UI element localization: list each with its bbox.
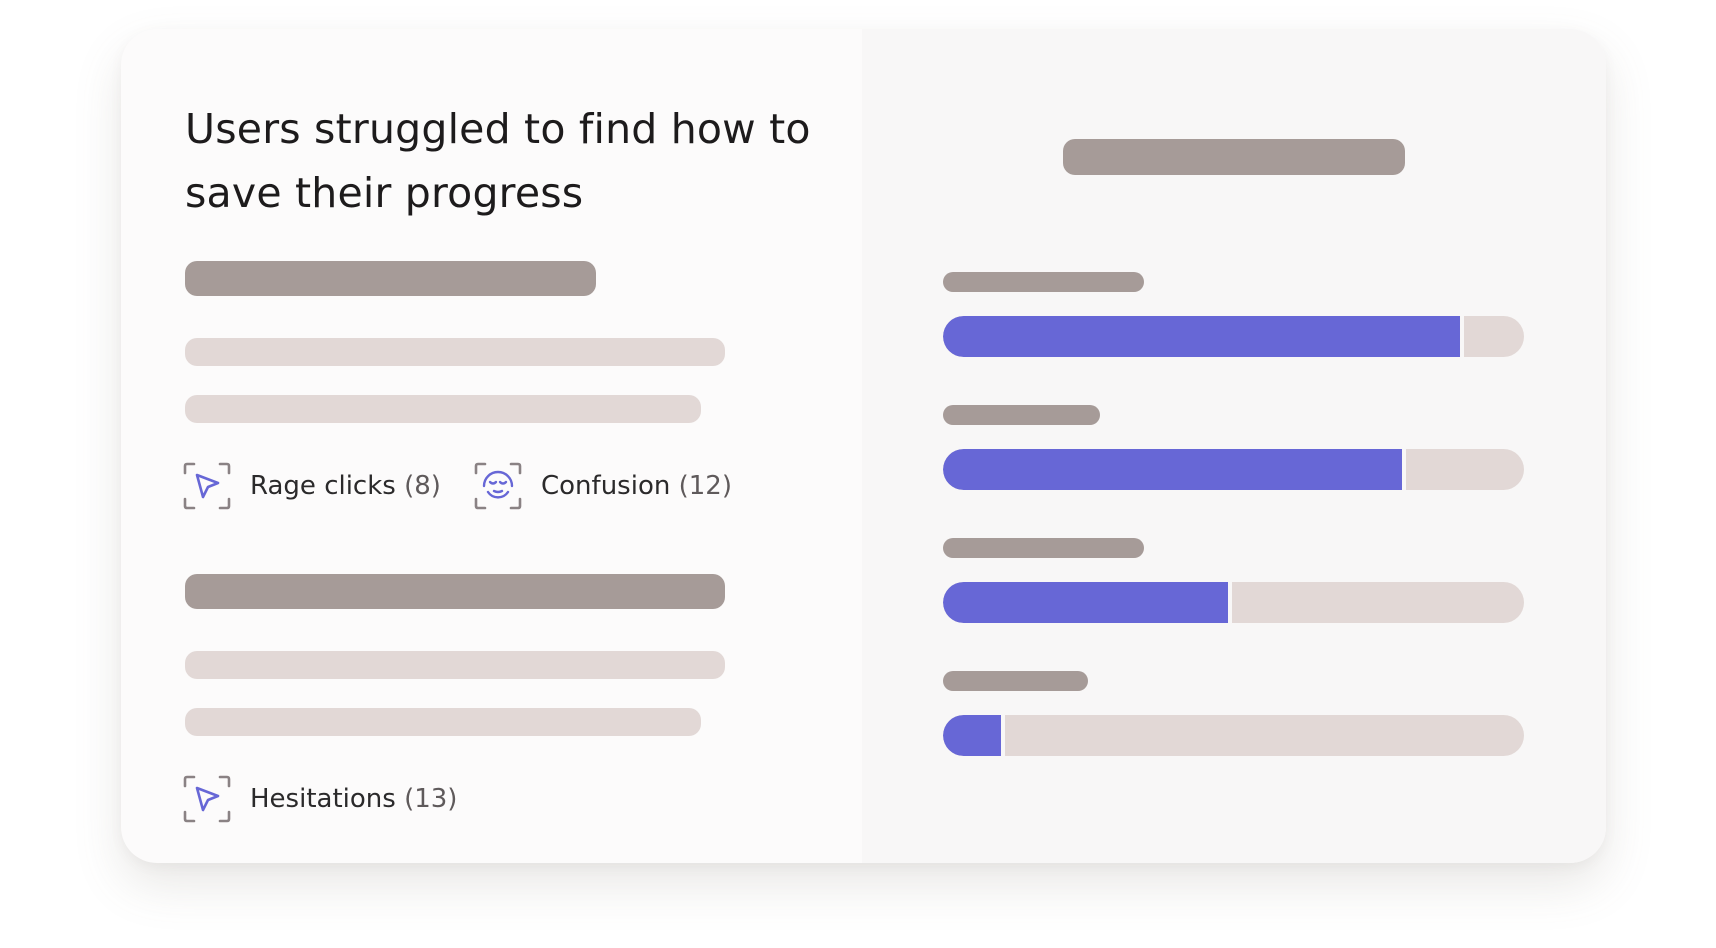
signal-tag-confusion[interactable]: Confusion (12) [473,460,732,512]
signal-tag-rage-clicks[interactable]: Rage clicks (8) [182,460,441,512]
placeholder-line-3 [185,651,725,679]
placeholder-heading-1 [185,261,596,296]
progress-fill-3 [943,582,1232,623]
cursor-arrow-icon [183,462,231,510]
cursor-arrow-icon [183,775,231,823]
placeholder-line-1 [185,338,725,366]
signal-count: (13) [404,784,458,814]
insight-title: Users struggled to find how to save thei… [185,105,811,217]
progress-bar-3 [943,582,1524,623]
progress-fill-4 [943,715,1006,756]
bar-label-placeholder-3 [943,538,1144,558]
signal-tag-hesitations[interactable]: Hesitations (13) [182,773,457,825]
bar-label-placeholder-4 [943,671,1088,691]
signal-label: Hesitations [250,784,396,814]
signal-label: Rage clicks [250,471,396,501]
signal-tag-text: Hesitations (13) [250,784,457,814]
bar-label-placeholder-2 [943,405,1100,425]
placeholder-line-4 [185,708,701,736]
bar-label-placeholder-1 [943,272,1144,292]
signal-tag-text: Rage clicks (8) [250,471,441,501]
placeholder-line-2 [185,395,701,423]
signal-count: (12) [678,471,732,501]
signal-label: Confusion [541,471,671,501]
confused-face-icon [474,462,522,510]
signal-count: (8) [404,471,441,501]
progress-bar-4 [943,715,1524,756]
progress-fill-2 [943,449,1406,490]
chart-title-placeholder [1063,139,1405,175]
progress-bar-1 [943,316,1524,357]
insight-card: Users struggled to find how to save thei… [121,29,1606,863]
signal-tag-text: Confusion (12) [541,471,732,501]
progress-bar-2 [943,449,1524,490]
placeholder-heading-2 [185,574,725,609]
progress-fill-1 [943,316,1465,357]
